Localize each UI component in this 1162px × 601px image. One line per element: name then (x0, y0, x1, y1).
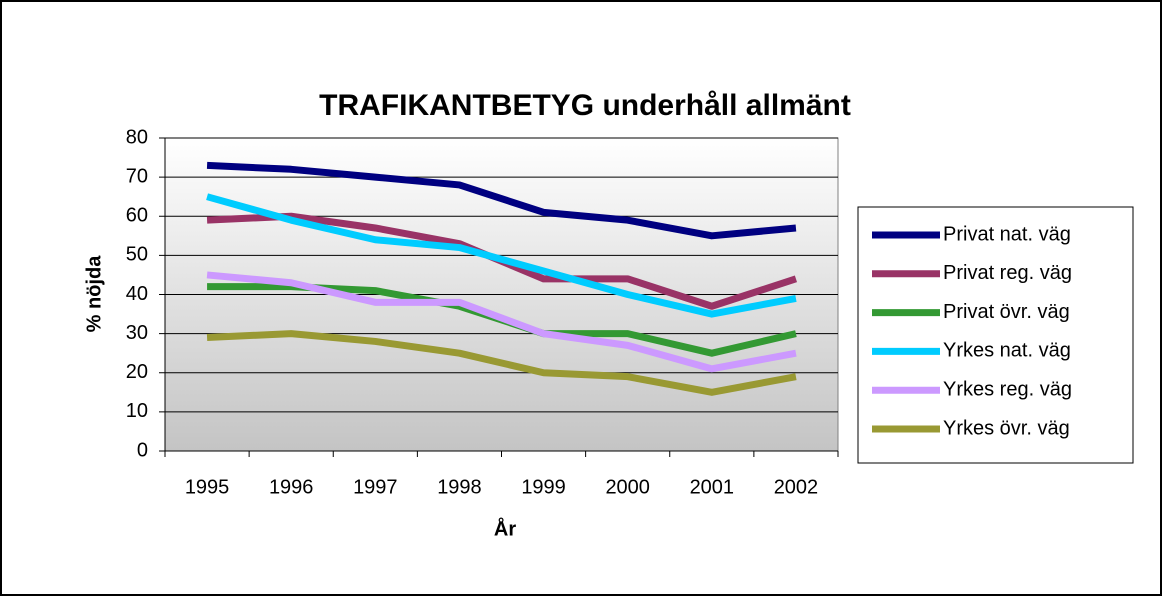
series-line (206, 330, 797, 396)
x-axis-label: År (494, 516, 516, 540)
y-tick-label: 0 (137, 439, 148, 461)
x-tick-label: 2002 (774, 476, 819, 498)
legend-label: Privat reg. väg (943, 262, 1072, 284)
y-tick-label: 40 (126, 283, 148, 305)
legend (857, 206, 1134, 464)
legend-label: Yrkes nat. väg (943, 340, 1071, 362)
legend-label: Privat övr. väg (943, 301, 1070, 323)
series-line (206, 193, 797, 318)
y-tick-label: 80 (126, 126, 148, 148)
x-tick-label: 1996 (269, 476, 314, 498)
chart-title: TRAFIKANTBETYG underhåll allmänt (319, 89, 851, 122)
x-tick-label: 1998 (437, 476, 482, 498)
y-tick-label: 20 (126, 361, 148, 383)
series-line (206, 271, 797, 373)
x-tick-label: 2000 (605, 476, 650, 498)
series-line (206, 161, 797, 240)
y-axis-label: % nöjda (83, 255, 105, 333)
legend-label: Privat nat. väg (943, 223, 1071, 245)
x-tick-label: 1999 (521, 476, 566, 498)
x-tick-label: 1995 (185, 476, 230, 498)
y-tick-label: 10 (126, 400, 148, 422)
y-tick-label: 50 (126, 244, 148, 266)
x-tick-label: 1997 (353, 476, 398, 498)
y-tick-label: 70 (126, 165, 148, 187)
legend-label: Yrkes övr. väg (943, 417, 1070, 439)
y-tick-label: 60 (126, 205, 148, 227)
legend-label: Yrkes reg. väg (943, 378, 1072, 400)
x-tick-label: 2001 (690, 476, 735, 498)
y-tick-label: 30 (126, 322, 148, 344)
